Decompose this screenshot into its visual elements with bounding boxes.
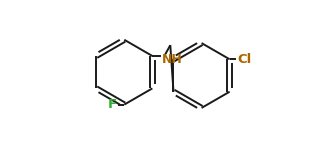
Text: NH: NH bbox=[161, 53, 182, 66]
Text: F: F bbox=[108, 98, 117, 111]
Text: Cl: Cl bbox=[237, 53, 251, 66]
